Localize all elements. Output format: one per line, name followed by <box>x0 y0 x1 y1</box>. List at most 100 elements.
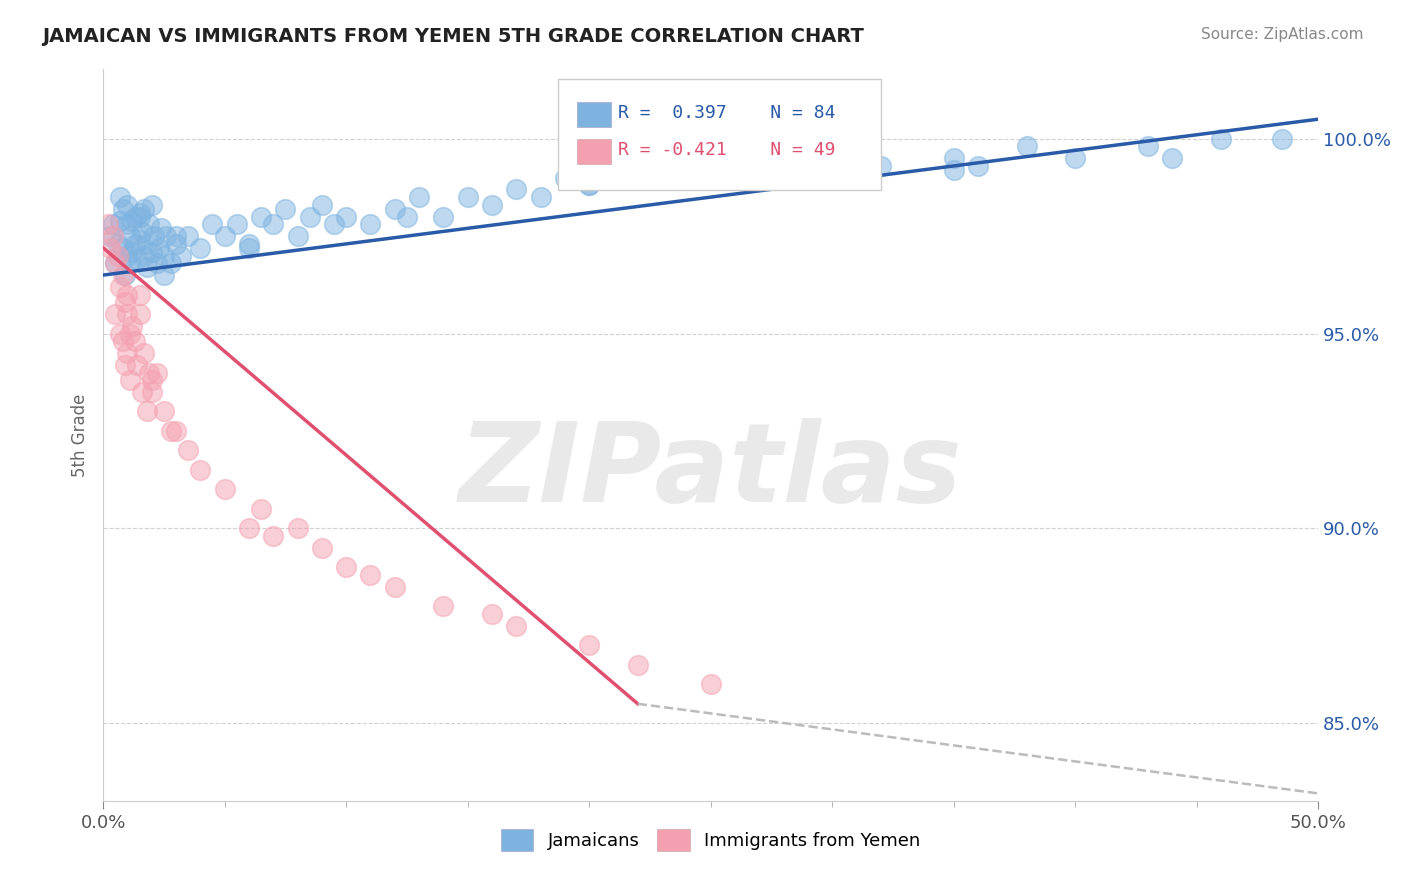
Point <box>118 229 141 244</box>
Point <box>114 295 136 310</box>
Point <box>177 229 200 244</box>
Point <box>1015 139 1038 153</box>
Point <box>772 159 794 173</box>
Point <box>100 241 122 255</box>
Point <box>177 443 200 458</box>
Point <box>104 256 127 270</box>
Point <box>135 404 157 418</box>
Point <box>627 170 650 185</box>
Point <box>323 218 346 232</box>
Point <box>529 190 551 204</box>
Point <box>117 249 139 263</box>
Point <box>967 159 990 173</box>
Point <box>143 229 166 244</box>
Point <box>1209 131 1232 145</box>
Point <box>384 202 406 216</box>
Point <box>128 287 150 301</box>
Point <box>262 529 284 543</box>
Point <box>188 241 211 255</box>
Point <box>311 198 333 212</box>
Point <box>287 521 309 535</box>
Point <box>457 190 479 204</box>
Point <box>481 198 503 212</box>
Point <box>432 210 454 224</box>
Legend: Jamaicans, Immigrants from Yemen: Jamaicans, Immigrants from Yemen <box>494 822 928 858</box>
Point <box>238 521 260 535</box>
Point <box>262 218 284 232</box>
Point <box>250 502 273 516</box>
Point <box>118 256 141 270</box>
Point <box>335 210 357 224</box>
Point <box>165 229 187 244</box>
Point <box>869 159 891 173</box>
Point <box>121 244 143 259</box>
Point <box>141 373 163 387</box>
Point <box>107 236 129 251</box>
Point <box>141 198 163 212</box>
Point <box>274 202 297 216</box>
Point <box>150 221 173 235</box>
Point <box>127 252 149 267</box>
Y-axis label: 5th Grade: 5th Grade <box>72 393 89 476</box>
Point <box>124 334 146 349</box>
Point <box>101 218 124 232</box>
Point <box>238 236 260 251</box>
Point <box>138 366 160 380</box>
Point <box>627 657 650 672</box>
Text: R = -0.421    N = 49: R = -0.421 N = 49 <box>619 141 835 159</box>
Point <box>160 256 183 270</box>
Point <box>141 384 163 399</box>
Point <box>942 151 965 165</box>
Point <box>554 170 576 185</box>
Point <box>121 318 143 333</box>
Point <box>505 182 527 196</box>
Point <box>118 373 141 387</box>
Point <box>214 229 236 244</box>
Point <box>117 346 139 360</box>
Point <box>481 607 503 621</box>
Point <box>128 233 150 247</box>
Point <box>1161 151 1184 165</box>
Point <box>127 358 149 372</box>
Point <box>578 638 600 652</box>
Point <box>505 619 527 633</box>
Point <box>359 218 381 232</box>
Point <box>114 268 136 282</box>
Point <box>97 218 120 232</box>
Point <box>111 241 134 255</box>
Point <box>408 190 430 204</box>
Point <box>250 210 273 224</box>
Point <box>1064 151 1087 165</box>
Point <box>724 170 747 185</box>
Point <box>118 326 141 341</box>
Point <box>128 307 150 321</box>
Point <box>699 677 721 691</box>
Point <box>104 307 127 321</box>
Point <box>131 225 153 239</box>
Point <box>145 366 167 380</box>
Point <box>942 162 965 177</box>
Point <box>238 241 260 255</box>
Point <box>128 210 150 224</box>
Point <box>432 599 454 614</box>
Point <box>107 249 129 263</box>
Point <box>108 326 131 341</box>
Point <box>153 404 176 418</box>
Point <box>134 202 156 216</box>
Point <box>111 334 134 349</box>
Point <box>170 249 193 263</box>
Point <box>1271 131 1294 145</box>
Point <box>124 236 146 251</box>
Point <box>117 287 139 301</box>
Point <box>359 568 381 582</box>
Point <box>153 268 176 282</box>
Text: ZIPatlas: ZIPatlas <box>458 418 963 525</box>
Point <box>111 202 134 216</box>
Point <box>111 268 134 282</box>
Point <box>134 346 156 360</box>
Point <box>128 205 150 219</box>
Point <box>748 170 770 185</box>
Point <box>165 236 187 251</box>
Point <box>578 178 600 193</box>
Point <box>121 213 143 227</box>
